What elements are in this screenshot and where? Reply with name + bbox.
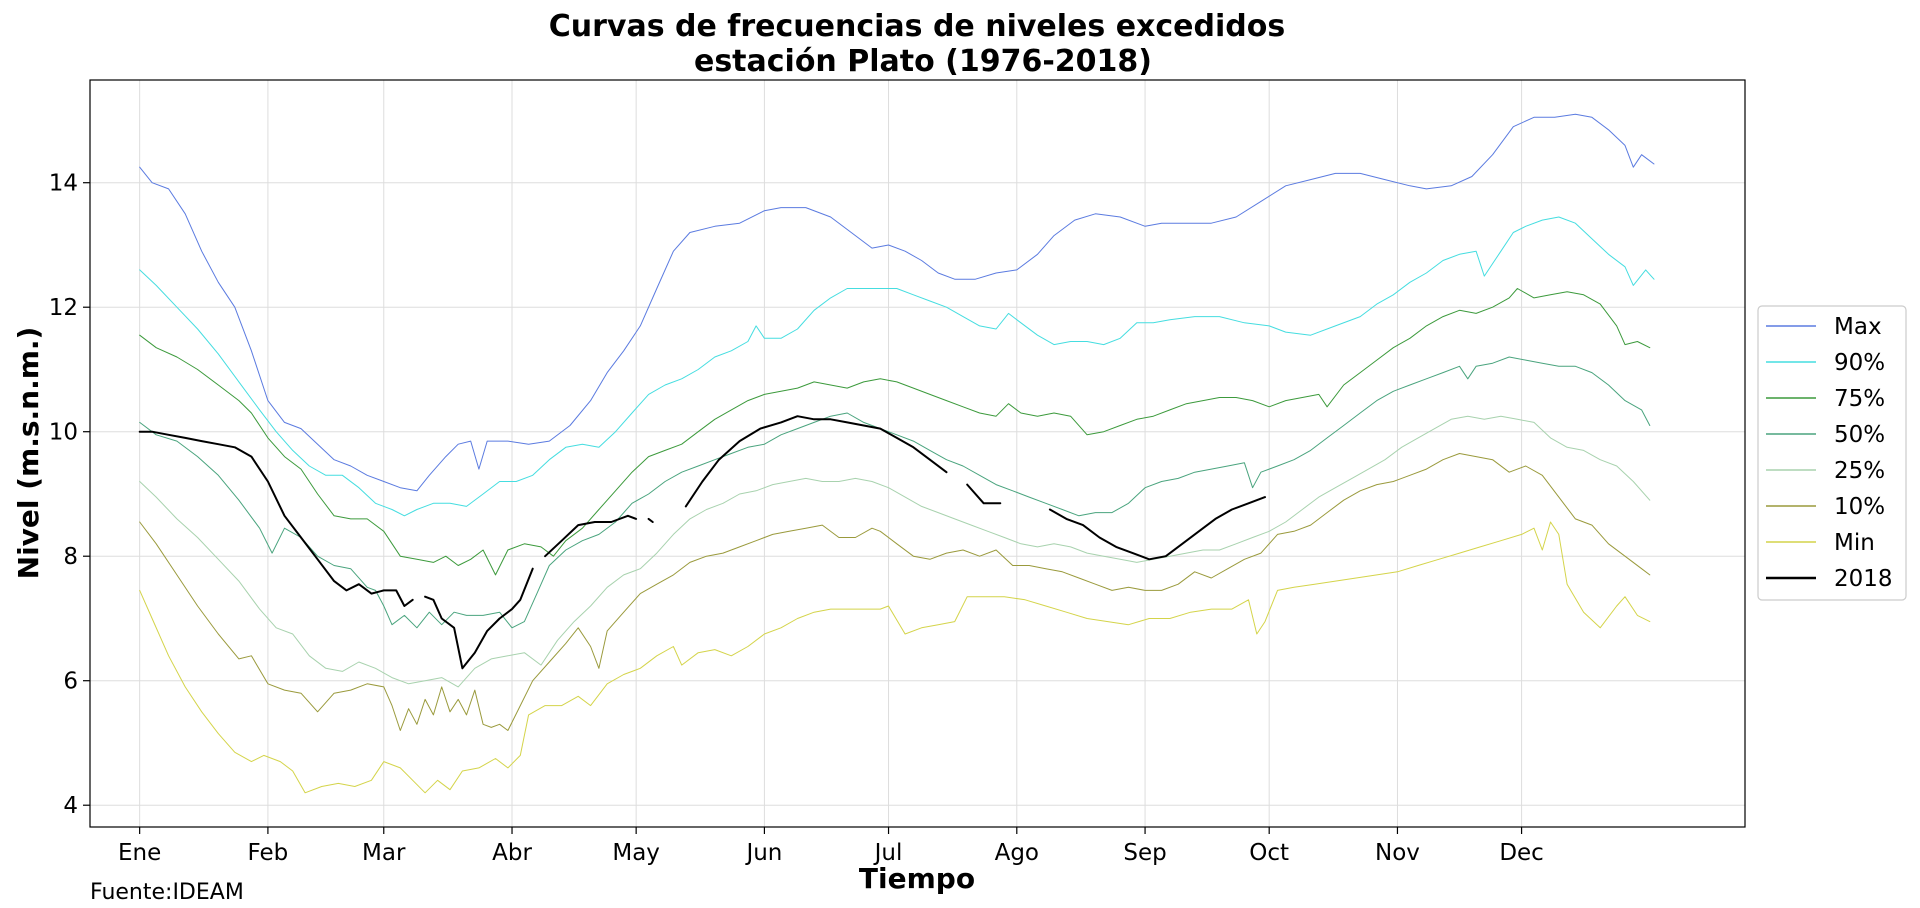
series-line-25pct	[139, 415, 1651, 688]
series-line-50pct	[139, 356, 1651, 629]
x-tick-label: Ene	[118, 840, 161, 866]
series-line-2018	[138, 415, 1266, 670]
y-tick-label: 14	[49, 171, 78, 197]
series-line-10pct	[139, 453, 1651, 731]
legend-label: 50%	[1834, 422, 1885, 448]
legend-label: 25%	[1834, 458, 1885, 484]
legend-label: 10%	[1834, 494, 1885, 520]
legend-label: 90%	[1834, 350, 1885, 376]
x-tick-label: Jun	[744, 840, 782, 866]
x-axis-label: Tiempo	[859, 862, 975, 895]
chart-title-line-2: estación Plato (1976-2018)	[694, 44, 1152, 79]
x-tick-label: Feb	[248, 840, 289, 866]
chart-title-line-1: Curvas de frecuencias de niveles excedid…	[549, 9, 1285, 44]
series-line-75pct	[139, 288, 1651, 576]
y-tick-label: 8	[63, 544, 78, 570]
y-tick-label: 10	[49, 420, 78, 446]
legend-box	[1757, 305, 1907, 601]
series-lines	[138, 113, 1655, 794]
legend-label: 2018	[1834, 566, 1893, 592]
y-tick-label: 4	[63, 793, 78, 819]
x-tick-label: May	[612, 840, 660, 866]
series-line-min	[139, 521, 1651, 794]
y-axis-label: Nivel (m.s.n.m.)	[12, 327, 45, 580]
legend-label: 75%	[1834, 386, 1885, 412]
x-tick-label: Mar	[362, 840, 406, 866]
x-tick-label: Oct	[1249, 840, 1289, 866]
x-tick-label: Abr	[492, 840, 532, 866]
x-tick-label: Jul	[873, 840, 903, 866]
axis-ticks: Ene Feb Mar Abr May Jun Jul Ago Sep Oct Nov Dec 4 6 8 1…	[49, 171, 1544, 866]
y-tick-label: 6	[63, 669, 78, 695]
x-tick-label: Nov	[1375, 840, 1420, 866]
y-tick-label: 12	[49, 295, 78, 321]
series-line-90pct	[139, 216, 1655, 517]
x-tick-label: Dec	[1499, 840, 1544, 866]
grid	[90, 80, 1745, 827]
plot-area	[89, 79, 1746, 828]
x-tick-label: Ago	[995, 840, 1039, 866]
legend-label: Max	[1834, 314, 1882, 340]
series-line-max	[139, 113, 1655, 492]
x-tick-label: Sep	[1123, 840, 1166, 866]
legend: Max 90% 75% 50% 25% 10% Min 2018	[1757, 305, 1907, 601]
legend-label: Min	[1834, 530, 1875, 556]
source-note: Fuente:IDEAM	[90, 880, 244, 905]
